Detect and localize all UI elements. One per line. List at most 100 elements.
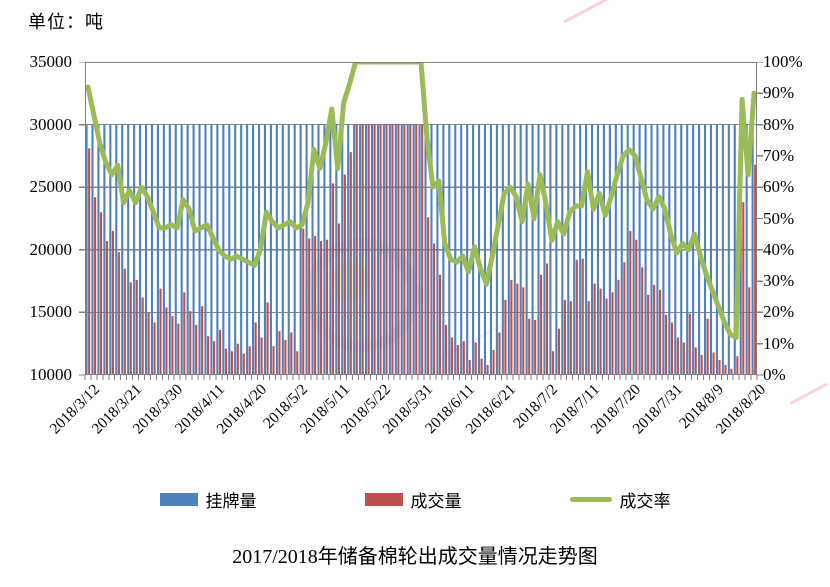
bar-listed [329, 124, 332, 375]
bar-volume [659, 289, 662, 375]
bar-volume [664, 314, 668, 375]
bar-volume [653, 284, 656, 375]
bar-listed [139, 124, 142, 375]
bar-listed [103, 124, 106, 375]
bar-volume [153, 322, 156, 375]
bar-volume [278, 331, 281, 375]
bar-listed [263, 124, 267, 375]
bar-listed [246, 124, 249, 375]
bar-volume [433, 243, 436, 375]
bar-listed [198, 124, 201, 375]
bar-volume [385, 124, 388, 375]
bar-listed [376, 124, 379, 375]
bar-volume [456, 344, 459, 375]
bar-listed [109, 124, 112, 375]
bar-volume [599, 288, 602, 375]
bar-listed [692, 124, 695, 375]
bar-volume [670, 322, 673, 375]
bar-listed [567, 124, 570, 375]
bar-volume [218, 329, 222, 375]
bar-listed [519, 124, 522, 375]
bar-listed [365, 124, 368, 375]
bar-listed [644, 124, 647, 375]
legend: 挂牌量 成交量 成交率 [0, 487, 830, 512]
bar-listed [668, 124, 671, 375]
bar-listed [210, 124, 213, 375]
bar-listed [513, 124, 516, 375]
bar-listed [162, 124, 165, 375]
bar-listed [240, 124, 243, 375]
bar-listed [715, 124, 718, 375]
bar-volume [320, 241, 323, 375]
bar-listed [311, 124, 314, 375]
bar-listed [418, 124, 421, 375]
bar-volume [522, 287, 525, 375]
bar-volume [462, 341, 465, 375]
bar-listed [192, 124, 195, 375]
y-axis-label: 15000 [29, 302, 73, 322]
bar-volume [105, 241, 109, 375]
bar-listed [234, 124, 237, 375]
y-axis-label: 30000 [29, 114, 73, 134]
bar-listed [656, 124, 659, 375]
bar-listed [537, 124, 540, 375]
y2-axis-label: 70% [763, 145, 795, 165]
bar-listed [477, 124, 481, 375]
y2-axis-label: 40% [763, 239, 795, 259]
legend-listed-label: 挂牌量 [205, 492, 257, 511]
bar-volume [742, 202, 745, 375]
chart-title: 2017/2018年储备棉轮出成交量情况走势图 [232, 546, 598, 568]
bar-listed [709, 124, 713, 375]
bar-volume [706, 318, 709, 375]
bar-listed [745, 124, 748, 375]
bar-listed [97, 124, 100, 375]
bar-volume [724, 364, 727, 375]
bar-volume [605, 298, 608, 375]
bar-volume [688, 313, 691, 375]
bar-listed [602, 124, 605, 375]
bar-volume [248, 346, 251, 375]
bar-listed [127, 124, 130, 375]
bar-volume [183, 292, 186, 375]
bar-listed [721, 124, 724, 375]
bar-volume [296, 351, 299, 375]
legend-rate-label: 成交率 [619, 492, 671, 511]
bar-listed [483, 124, 487, 375]
bar-volume [575, 259, 578, 375]
y2-axis-label: 60% [763, 177, 795, 197]
bar-listed [156, 124, 159, 375]
y2-axis-label: 90% [763, 83, 795, 103]
bar-volume [563, 299, 566, 375]
bar-volume [492, 349, 495, 375]
bar-volume [587, 301, 590, 375]
bar-listed [632, 124, 635, 375]
y2-axis-label: 10% [763, 333, 795, 353]
bar-listed [596, 124, 600, 375]
bar-volume [647, 294, 650, 375]
bar-listed [495, 124, 498, 375]
bar-volume [581, 258, 584, 375]
bar-listed [489, 124, 492, 375]
bar-volume [379, 124, 382, 375]
bar-volume [421, 124, 424, 375]
bar-volume [242, 353, 245, 375]
bar-listed [323, 124, 326, 375]
bar-listed [317, 124, 320, 375]
bar-listed [424, 124, 427, 375]
bar-listed [466, 124, 469, 375]
bar-listed [412, 124, 415, 375]
bar-listed [299, 124, 302, 375]
bar-volume [141, 297, 144, 375]
y2-axis-label: 0% [763, 365, 786, 384]
bar-volume [736, 356, 739, 375]
bar-volume [623, 262, 626, 375]
bar-volume [468, 359, 471, 375]
bar-listed [733, 124, 736, 375]
y2-axis-label: 20% [763, 302, 795, 322]
bar-volume [123, 268, 126, 375]
bar-volume [88, 148, 91, 375]
bar-listed [460, 124, 463, 375]
bar-listed [442, 124, 445, 375]
bar-volume [147, 312, 150, 375]
watermark-streak [789, 382, 829, 405]
